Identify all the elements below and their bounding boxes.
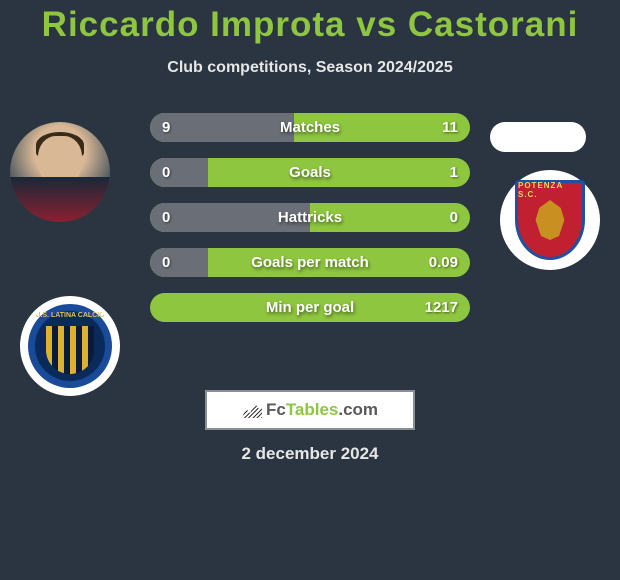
wm-pre: Fc — [266, 400, 286, 419]
stat-left-value: 9 — [162, 119, 170, 136]
stat-bar: 0 Goals per match 0.09 — [150, 248, 470, 277]
player1-avatar — [10, 122, 110, 222]
club1-badge-inner: U.S. LATINA CALCIO — [28, 304, 112, 388]
page-title: Riccardo Improta vs Castorani — [0, 0, 620, 45]
subtitle: Club competitions, Season 2024/2025 — [0, 59, 620, 77]
club2-lion-icon — [532, 200, 568, 240]
date-text: 2 december 2024 — [241, 444, 378, 464]
chart-icon — [242, 402, 262, 418]
stat-right-value: 0.09 — [429, 254, 458, 271]
stat-label: Min per goal — [266, 299, 354, 316]
stat-label: Matches — [280, 119, 340, 136]
stat-right-value: 1217 — [425, 299, 458, 316]
avatar-head — [38, 136, 82, 188]
club1-stripes — [46, 326, 94, 374]
player2-avatar-placeholder — [490, 122, 586, 152]
stat-right-value: 0 — [450, 209, 458, 226]
stat-left-value: 0 — [162, 209, 170, 226]
club2-shield: POTENZA S.C. — [515, 180, 585, 260]
stat-label: Goals — [289, 164, 331, 181]
stat-bar: Min per goal 1217 — [150, 293, 470, 322]
stat-right-value: 1 — [450, 164, 458, 181]
wm-mid: Tables — [286, 400, 339, 419]
watermark-text: FcTables.com — [266, 400, 378, 420]
player2-club-badge: POTENZA S.C. — [500, 170, 600, 270]
stat-right-value: 11 — [442, 119, 458, 136]
stat-label: Goals per match — [251, 254, 369, 271]
player1-club-badge: U.S. LATINA CALCIO — [20, 296, 120, 396]
stat-left-value: 0 — [162, 164, 170, 181]
stat-label: Hattricks — [278, 209, 342, 226]
stat-bar: 0 Hattricks 0 — [150, 203, 470, 232]
bar-left-fill — [150, 158, 208, 187]
bar-left-fill — [150, 248, 208, 277]
watermark: FcTables.com — [205, 390, 415, 430]
club1-badge-text: U.S. LATINA CALCIO — [35, 312, 104, 319]
stat-bar: 9 Matches 11 — [150, 113, 470, 142]
stat-left-value: 0 — [162, 254, 170, 271]
wm-suf: .com — [338, 400, 378, 419]
club2-badge-text: POTENZA S.C. — [518, 181, 582, 199]
stat-bar: 0 Goals 1 — [150, 158, 470, 187]
bar-left-fill — [150, 113, 294, 142]
